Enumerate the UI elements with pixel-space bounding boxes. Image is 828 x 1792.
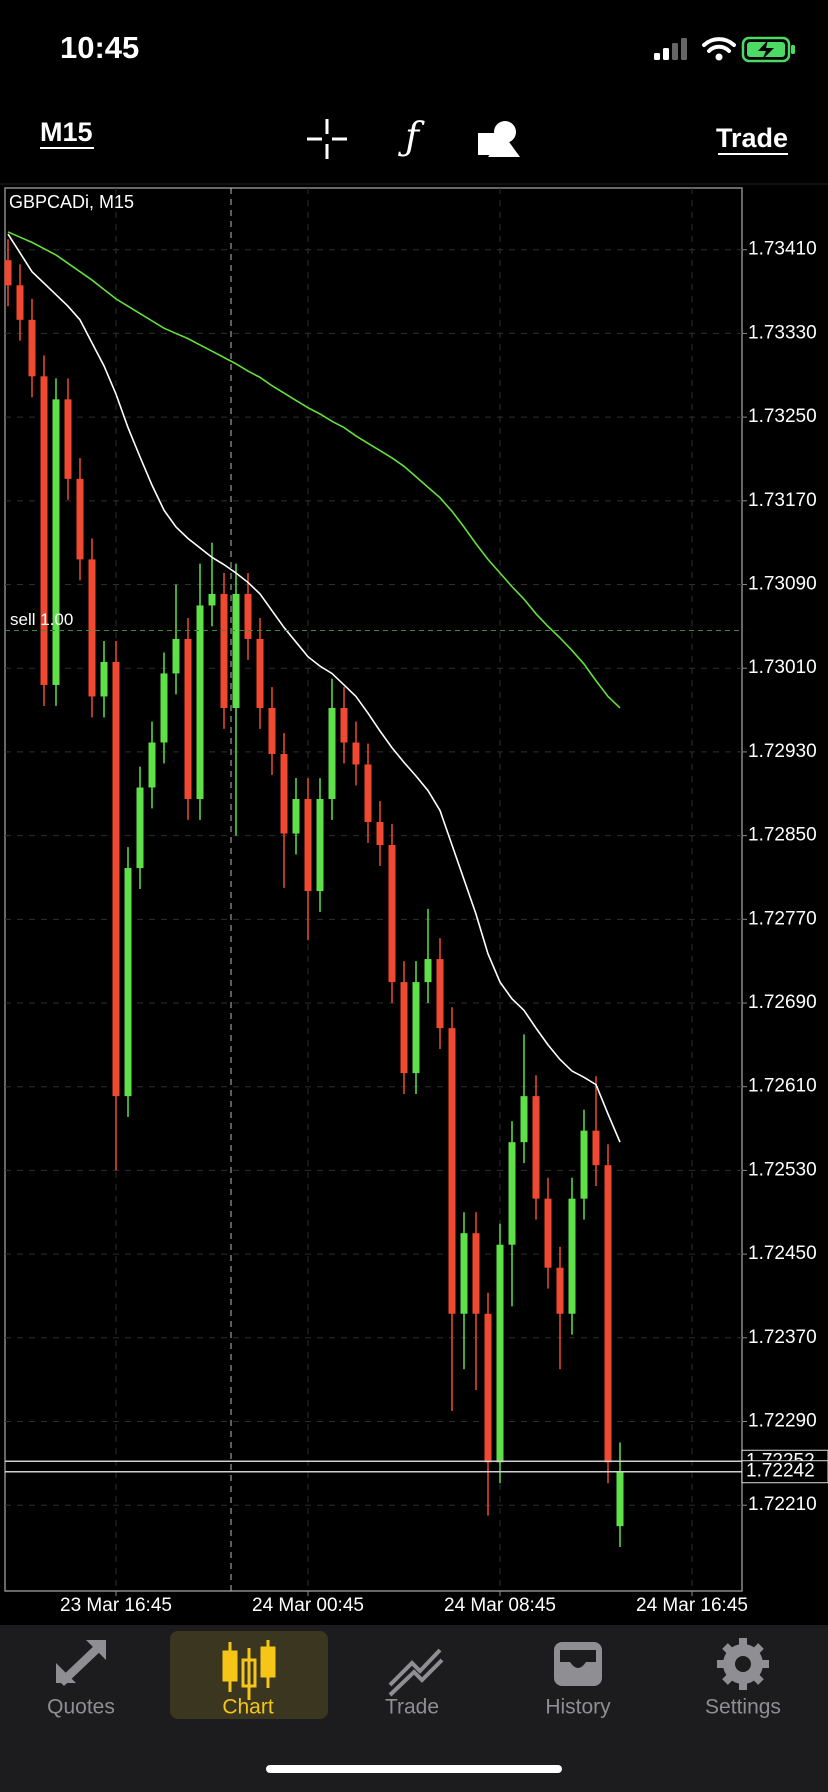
y-tick-label: 1.72290 bbox=[748, 1411, 817, 1432]
candle-body bbox=[100, 661, 108, 697]
y-tick-label: 1.73010 bbox=[748, 657, 817, 678]
moving-average bbox=[7, 233, 621, 1143]
candle-body bbox=[544, 1198, 552, 1268]
candle-body bbox=[256, 638, 264, 708]
y-tick-label: 1.72210 bbox=[748, 1494, 817, 1515]
history-icon bbox=[554, 1642, 602, 1686]
candle-body bbox=[532, 1096, 540, 1199]
x-tick-label: 24 Mar 16:45 bbox=[636, 1595, 748, 1616]
candle-body bbox=[316, 799, 324, 892]
y-tick-label: 1.72930 bbox=[748, 741, 817, 762]
y-tick-label: 1.72690 bbox=[748, 992, 817, 1013]
tab-label[interactable]: Trade bbox=[385, 1696, 439, 1719]
candle-body bbox=[436, 959, 444, 1029]
candle-body bbox=[40, 376, 48, 685]
y-tick-label: 1.73410 bbox=[748, 239, 817, 260]
candle-body bbox=[364, 764, 372, 823]
candle-body bbox=[484, 1313, 492, 1463]
trade-button[interactable]: Trade bbox=[716, 123, 788, 153]
candle-body bbox=[280, 754, 288, 834]
candle-body bbox=[292, 799, 300, 834]
candle-body bbox=[16, 285, 24, 320]
y-tick-label: 1.73170 bbox=[748, 490, 817, 511]
candle-body bbox=[412, 982, 420, 1074]
y-tick-label: 1.73330 bbox=[748, 322, 817, 343]
y-tick-label: 1.72530 bbox=[748, 1159, 817, 1180]
y-tick-label: 1.72450 bbox=[748, 1243, 817, 1264]
y-tick-label: 1.73250 bbox=[748, 406, 817, 427]
y-tick-label: 1.72770 bbox=[748, 908, 817, 929]
candle-body bbox=[244, 593, 252, 639]
candle-body bbox=[508, 1142, 516, 1245]
status-time: 10:45 bbox=[60, 30, 139, 65]
candle-body bbox=[376, 822, 384, 846]
y-tick-label: 1.73090 bbox=[748, 574, 817, 595]
price-label-box bbox=[741, 1460, 828, 1484]
candle-body bbox=[64, 399, 72, 479]
candle-body bbox=[208, 593, 216, 606]
chart: 1.73410 1.73330 1.73250 1.73170 1.73090 1.730… bbox=[4, 187, 828, 1616]
candle-body bbox=[388, 845, 396, 983]
status-icons bbox=[654, 36, 795, 63]
candle-body bbox=[592, 1130, 600, 1166]
candle-body bbox=[4, 260, 12, 286]
candle-body bbox=[352, 742, 360, 765]
candle-body bbox=[160, 673, 168, 743]
x-tick-label: 24 Mar 00:45 bbox=[252, 1595, 364, 1616]
chart-title: GBPCADi, M15 bbox=[9, 192, 134, 212]
candle-body bbox=[400, 982, 408, 1074]
candle-body bbox=[52, 399, 60, 685]
candle-body bbox=[328, 707, 336, 800]
candle-body bbox=[340, 707, 348, 743]
candle-body bbox=[124, 868, 132, 1097]
tab-label[interactable]: Chart bbox=[222, 1696, 274, 1719]
home-indicator bbox=[266, 1765, 562, 1773]
crosshair-button[interactable] bbox=[307, 119, 347, 159]
candle-body bbox=[136, 787, 144, 869]
y-tick-label: 1.72850 bbox=[748, 825, 817, 846]
candle-body bbox=[112, 661, 120, 1097]
candle-body bbox=[304, 799, 312, 892]
candle-body bbox=[616, 1471, 624, 1527]
y-tick-label: 1.72610 bbox=[748, 1076, 817, 1097]
timeframe-button[interactable]: M15 bbox=[40, 117, 93, 147]
candle-body bbox=[268, 707, 276, 755]
chart-icon bbox=[222, 1640, 276, 1700]
candle-body bbox=[196, 605, 204, 800]
tab-label[interactable]: Settings bbox=[705, 1696, 781, 1719]
objects-button[interactable] bbox=[478, 121, 520, 157]
candle-body bbox=[604, 1165, 612, 1463]
settings-icon bbox=[717, 1638, 769, 1690]
price-label: 1.72242 bbox=[746, 1461, 815, 1482]
order-label: sell 1.00 bbox=[10, 610, 73, 629]
candle-body bbox=[460, 1233, 468, 1314]
tab-label[interactable]: Quotes bbox=[47, 1696, 115, 1719]
x-tick-label: 23 Mar 16:45 bbox=[60, 1595, 172, 1616]
x-tick-label: 24 Mar 08:45 bbox=[444, 1595, 556, 1616]
candle-body bbox=[184, 638, 192, 800]
candle-body bbox=[568, 1198, 576, 1314]
candle-body bbox=[172, 638, 180, 674]
candle-body bbox=[76, 478, 84, 560]
candle-body bbox=[28, 319, 36, 377]
trade-icon bbox=[388, 1648, 444, 1697]
tab-bar bbox=[0, 1625, 828, 1792]
candle-body bbox=[88, 559, 96, 697]
tab-label[interactable]: History bbox=[545, 1696, 611, 1719]
candle-body bbox=[580, 1130, 588, 1199]
candle-body bbox=[472, 1233, 480, 1314]
candle-body bbox=[148, 742, 156, 788]
candle-body bbox=[496, 1244, 504, 1463]
candle-body bbox=[556, 1267, 564, 1314]
candle-body bbox=[448, 1028, 456, 1314]
moving-average bbox=[7, 231, 621, 709]
candle-body bbox=[220, 593, 228, 708]
quotes-icon bbox=[56, 1640, 106, 1686]
candle-body bbox=[424, 959, 432, 983]
candle-body bbox=[232, 593, 240, 708]
candle-body bbox=[520, 1096, 528, 1143]
y-tick-label: 1.72370 bbox=[748, 1327, 817, 1348]
